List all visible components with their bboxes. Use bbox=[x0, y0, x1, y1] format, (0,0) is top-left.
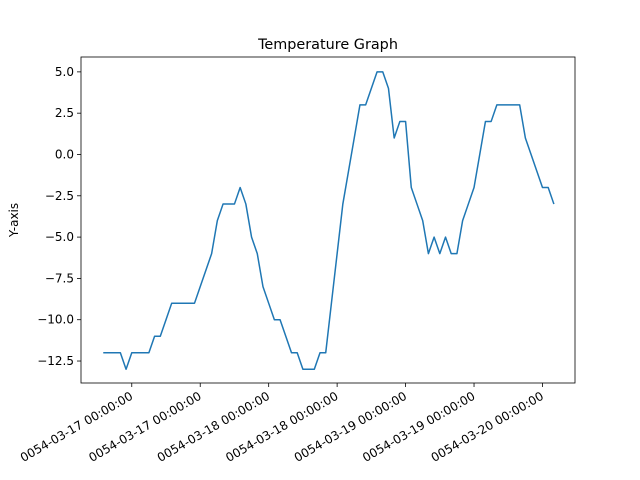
y-tick-label: −2.5 bbox=[45, 189, 74, 203]
chart-title: Temperature Graph bbox=[257, 37, 398, 53]
x-tick-label: 0054-03-18 00:00:00 bbox=[223, 389, 340, 465]
plot-frame bbox=[80, 56, 576, 384]
x-tick-label: 0054-03-20 00:00:00 bbox=[429, 389, 546, 465]
y-axis-label: Y-axis bbox=[7, 203, 21, 238]
x-tick-label: 0054-03-18 00:00:00 bbox=[155, 389, 272, 465]
x-tick-label: 0054-03-17 00:00:00 bbox=[86, 389, 203, 465]
y-tick-label: −5.0 bbox=[45, 230, 74, 244]
y-tick-label: 0.0 bbox=[55, 147, 74, 161]
y-tick-label: 5.0 bbox=[55, 65, 74, 79]
y-tick-label: −7.5 bbox=[45, 271, 74, 285]
x-tick-label: 0054-03-19 00:00:00 bbox=[360, 389, 477, 465]
x-tick-label: 0054-03-17 00:00:00 bbox=[18, 389, 135, 465]
y-tick-label: 2.5 bbox=[55, 106, 74, 120]
y-tick-label: −10.0 bbox=[37, 313, 74, 327]
y-tick-label: −12.5 bbox=[37, 354, 74, 368]
x-tick-label: 0054-03-19 00:00:00 bbox=[292, 389, 409, 465]
data-line bbox=[103, 71, 555, 371]
